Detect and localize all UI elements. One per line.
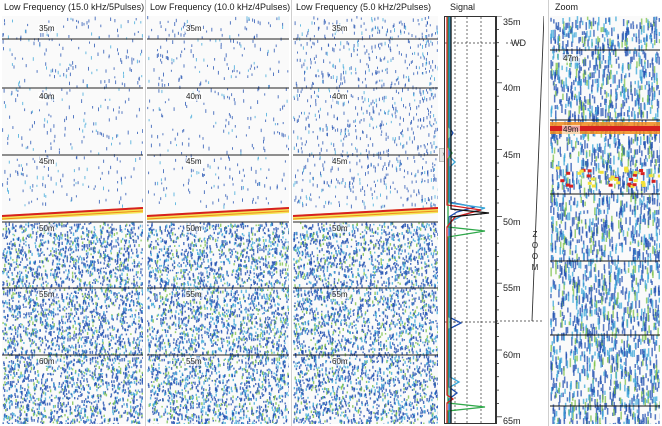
- depth-label: 55m: [38, 290, 56, 299]
- depth-label: 50m: [331, 224, 349, 233]
- depth-scale: 35m WD 40m 45m 50m 55m 60m 65m Z O O M: [496, 16, 544, 426]
- scale-label: 60m: [503, 350, 521, 360]
- zoom-letter: Z: [532, 230, 538, 239]
- depth-label: 45m: [185, 157, 203, 166]
- zoom-letter: M: [531, 263, 539, 272]
- zoom-letter: O: [531, 252, 539, 261]
- depth-label: 40m: [331, 92, 349, 101]
- scale-label: 55m: [503, 283, 521, 293]
- echogram-panel-5khz[interactable]: 35m 40m 45m 50m 55m 60m: [293, 16, 438, 424]
- panel-title-15khz: Low Frequency (15.0 kHz/5Pulses): [4, 2, 144, 12]
- depth-label: 49m: [562, 125, 580, 134]
- depth-label: 60m: [331, 357, 349, 366]
- depth-label: 45m: [38, 157, 56, 166]
- depth-label: 55m: [185, 290, 203, 299]
- panel-divider: [548, 0, 549, 426]
- echogram-panel-10khz[interactable]: 35m 40m 45m 50m 55m 55m: [147, 16, 289, 424]
- zoom-title: Zoom: [555, 2, 579, 12]
- scale-label: 50m: [503, 217, 521, 227]
- depth-scale-ticks: [496, 16, 544, 418]
- depth-label: 45m: [331, 157, 349, 166]
- depth-label: 35m: [331, 24, 349, 33]
- echogram-canvas: [2, 16, 143, 424]
- scale-label: 45m: [503, 150, 521, 160]
- wd-marker: WD: [511, 38, 526, 48]
- depth-label: 35m: [185, 24, 203, 33]
- depth-label: 55m: [185, 357, 203, 366]
- zoom-panel[interactable]: 47m 49m: [550, 16, 660, 424]
- depth-label: 40m: [38, 92, 56, 101]
- depth-label: 60m: [38, 357, 56, 366]
- depth-label: 50m: [38, 224, 56, 233]
- echogram-canvas: [147, 16, 289, 424]
- scale-label: 35m: [503, 17, 521, 27]
- depth-label: 35m: [38, 24, 56, 33]
- panel-title-5khz: Low Frequency (5.0 kHz/2Pulses): [296, 2, 432, 12]
- signal-trace-canvas: [445, 17, 495, 423]
- panel-title-10khz: Low Frequency (10.0 kHz/4Pulses): [150, 2, 290, 12]
- depth-label: 40m: [185, 92, 203, 101]
- echogram-panel-15khz[interactable]: 35m 40m 45m 50m 55m 60m: [2, 16, 143, 424]
- zoom-echogram-canvas: [550, 16, 660, 424]
- panel-divider: [291, 0, 292, 426]
- depth-label: 55m: [331, 290, 349, 299]
- zoom-letter: O: [531, 241, 539, 250]
- scale-label: 65m: [503, 416, 521, 426]
- panel-divider: [145, 0, 146, 426]
- depth-label: 50m: [185, 224, 203, 233]
- echogram-canvas: [293, 16, 438, 424]
- depth-label: 47m: [562, 54, 580, 63]
- signal-title: Signal: [450, 2, 476, 12]
- scale-label: 40m: [503, 83, 521, 93]
- signal-panel: [444, 16, 496, 424]
